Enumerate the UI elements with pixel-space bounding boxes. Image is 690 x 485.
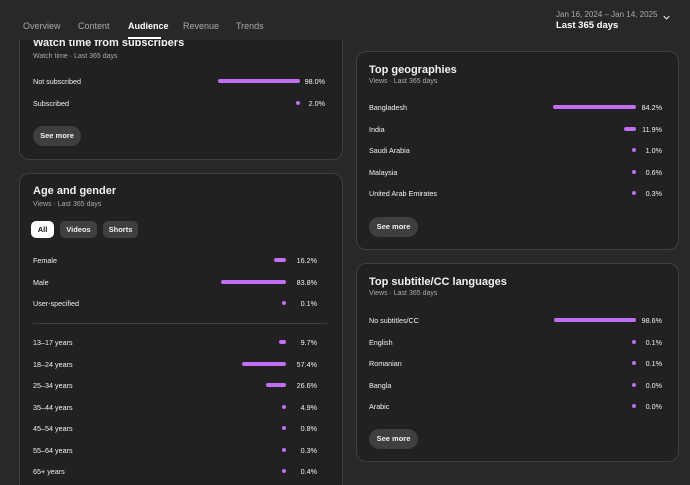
row-label: Bangladesh [369, 103, 407, 112]
row-value: 0.6% [645, 167, 662, 177]
subtitles-card-subtitle: Views · Last 365 days [369, 290, 438, 297]
row-label: 25–34 years [33, 381, 73, 390]
row-label: No subtitles/CC [369, 316, 419, 325]
row-value: 1.0% [645, 146, 662, 155]
tab-revenue[interactable]: Revenue [183, 21, 220, 31]
row-value: 0.1% [645, 359, 662, 368]
row-value: 0.3% [300, 445, 317, 455]
percentage-bar [632, 148, 636, 152]
section-divider [33, 323, 327, 324]
percentage-bar [632, 169, 636, 174]
percentage-bar [282, 447, 286, 452]
active-tab-indicator [128, 37, 161, 39]
row-value: 0.1% [300, 299, 317, 308]
row-label: 55–64 years [33, 445, 73, 455]
percentage-bar [632, 191, 636, 195]
row-label: 13–17 years [33, 338, 73, 347]
chip-all[interactable]: All [31, 221, 54, 238]
subscribers-card-subtitle: Watch time · Last 365 days [33, 53, 118, 60]
date-period-text[interactable]: Last 365 days [556, 20, 619, 31]
percentage-bar [282, 469, 286, 473]
row-value: 0.1% [645, 337, 662, 347]
row-value: 2.0% [308, 98, 325, 108]
percentage-bar [553, 105, 636, 109]
percentage-bar [241, 361, 286, 366]
row-label: Female [33, 256, 57, 265]
subtitles-card [356, 263, 679, 462]
chip-videos[interactable]: Videos [60, 221, 97, 238]
date-range-text[interactable]: Jan 16, 2024 – Jan 14, 2025 [556, 10, 658, 19]
row-value: 26.6% [296, 381, 317, 390]
tab-audience[interactable]: Audience [128, 21, 169, 31]
chevron-down-icon[interactable] [663, 14, 670, 21]
row-label: 45–54 years [33, 424, 73, 433]
tab-content[interactable]: Content [78, 21, 110, 31]
row-value: 16.2% [296, 256, 317, 265]
row-label: English [369, 337, 393, 347]
percentage-bar [273, 258, 286, 262]
geographies-see-more-button[interactable]: See more [369, 217, 418, 237]
age-gender-card-title: Age and gender [33, 185, 117, 197]
percentage-bar [632, 382, 636, 387]
row-label: 35–44 years [33, 402, 73, 412]
row-label: Saudi Arabia [369, 146, 410, 155]
row-value: 9.7% [300, 338, 317, 347]
row-label: Arabic [369, 402, 390, 411]
tab-trends[interactable]: Trends [236, 21, 264, 31]
percentage-bar [278, 340, 286, 344]
chip-shorts[interactable]: Shorts [103, 221, 138, 238]
row-value: 0.0% [645, 402, 662, 411]
row-label: United Arab Emirates [369, 189, 437, 198]
row-value: 98.6% [641, 316, 662, 325]
row-value: 11.9% [642, 124, 662, 134]
row-label: Malaysia [369, 167, 398, 177]
percentage-bar [632, 339, 636, 344]
percentage-bar [554, 318, 636, 322]
row-label: 65+ years [33, 467, 65, 476]
row-label: User-specified [33, 299, 79, 308]
row-label: Subscribed [33, 98, 69, 108]
row-label: 18–24 years [33, 359, 73, 369]
row-value: 84.2% [641, 103, 662, 112]
row-label: Not subscribed [33, 77, 81, 86]
row-value: 0.4% [300, 467, 317, 476]
percentage-bar [296, 100, 300, 105]
row-value: 4.9% [300, 402, 317, 412]
subscribers-card-title: Watch time from subscribers [33, 37, 185, 49]
percentage-bar [217, 79, 300, 83]
row-value: 0.8% [300, 424, 317, 433]
row-label: Male [33, 277, 49, 287]
row-value: 0.0% [645, 380, 662, 390]
subtitles-card-title: Top subtitle/CC languages [369, 276, 507, 288]
row-label: India [369, 124, 385, 134]
percentage-bar [282, 404, 286, 409]
percentage-bar [265, 383, 286, 387]
geographies-card [356, 51, 679, 250]
row-value: 0.3% [645, 189, 662, 198]
row-label: Romanian [369, 359, 402, 368]
percentage-bar [632, 361, 636, 365]
row-value: 57.4% [296, 359, 317, 369]
analytics-top-bar: Overview Content Audience Revenue Trends… [0, 0, 690, 40]
row-value: 83.8% [296, 277, 317, 287]
row-value: 98.0% [304, 77, 325, 86]
percentage-bar [221, 279, 286, 284]
subscribers-see-more-button[interactable]: See more [33, 126, 81, 146]
geographies-card-title: Top geographies [369, 64, 457, 76]
age-gender-card-subtitle: Views · Last 365 days [33, 201, 102, 208]
percentage-bar [282, 301, 286, 305]
row-label: Bangla [369, 380, 392, 390]
percentage-bar [624, 126, 636, 131]
geographies-card-subtitle: Views · Last 365 days [369, 78, 438, 85]
age-gender-card [19, 173, 343, 485]
percentage-bar [632, 404, 636, 408]
percentage-bar [282, 426, 286, 430]
tab-overview[interactable]: Overview [23, 21, 61, 31]
subtitles-see-more-button[interactable]: See more [369, 429, 418, 449]
